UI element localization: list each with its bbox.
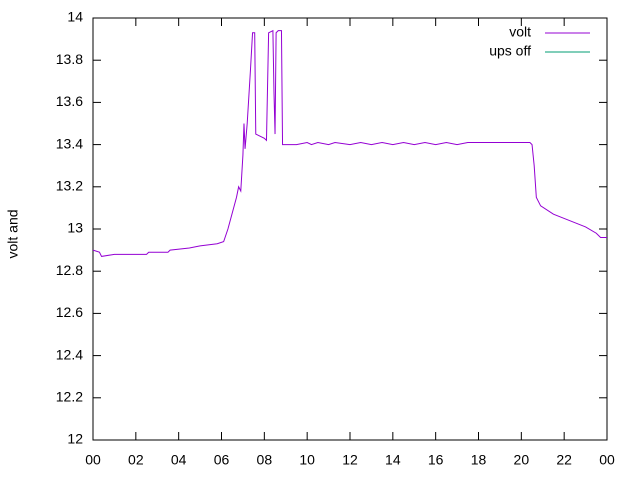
y-tick-label: 12.4 bbox=[56, 346, 83, 362]
x-tick-label: 10 bbox=[299, 452, 315, 468]
y-tick-label: 14 bbox=[67, 9, 83, 25]
y-tick-label: 13.4 bbox=[56, 135, 83, 151]
x-tick-label: 20 bbox=[514, 452, 530, 468]
x-tick-label: 00 bbox=[599, 452, 615, 468]
x-tick-label: 02 bbox=[128, 452, 144, 468]
legend-label: ups off bbox=[489, 43, 531, 59]
x-tick-label: 08 bbox=[257, 452, 273, 468]
x-tick-label: 14 bbox=[385, 452, 401, 468]
y-tick-label: 13 bbox=[67, 220, 83, 236]
x-tick-label: 22 bbox=[556, 452, 572, 468]
y-tick-label: 13.6 bbox=[56, 93, 83, 109]
y-tick-label: 12.2 bbox=[56, 389, 83, 405]
x-tick-label: 18 bbox=[471, 452, 487, 468]
x-tick-label: 12 bbox=[342, 452, 358, 468]
x-tick-label: 00 bbox=[85, 452, 101, 468]
y-tick-label: 12 bbox=[67, 431, 83, 447]
data-line bbox=[92, 29, 607, 257]
x-tick-label: 16 bbox=[428, 452, 444, 468]
y-tick-label: 12.6 bbox=[56, 304, 83, 320]
legend-label: volt bbox=[509, 24, 531, 40]
y-tick-label: 13.2 bbox=[56, 178, 83, 194]
plot-border bbox=[92, 17, 608, 441]
x-tick-label: 04 bbox=[171, 452, 187, 468]
y-tick-label: 13.8 bbox=[56, 51, 83, 67]
y-tick-label: 12.8 bbox=[56, 262, 83, 278]
y-axis-label: volt and bbox=[5, 209, 21, 258]
x-tick-label: 06 bbox=[214, 452, 230, 468]
